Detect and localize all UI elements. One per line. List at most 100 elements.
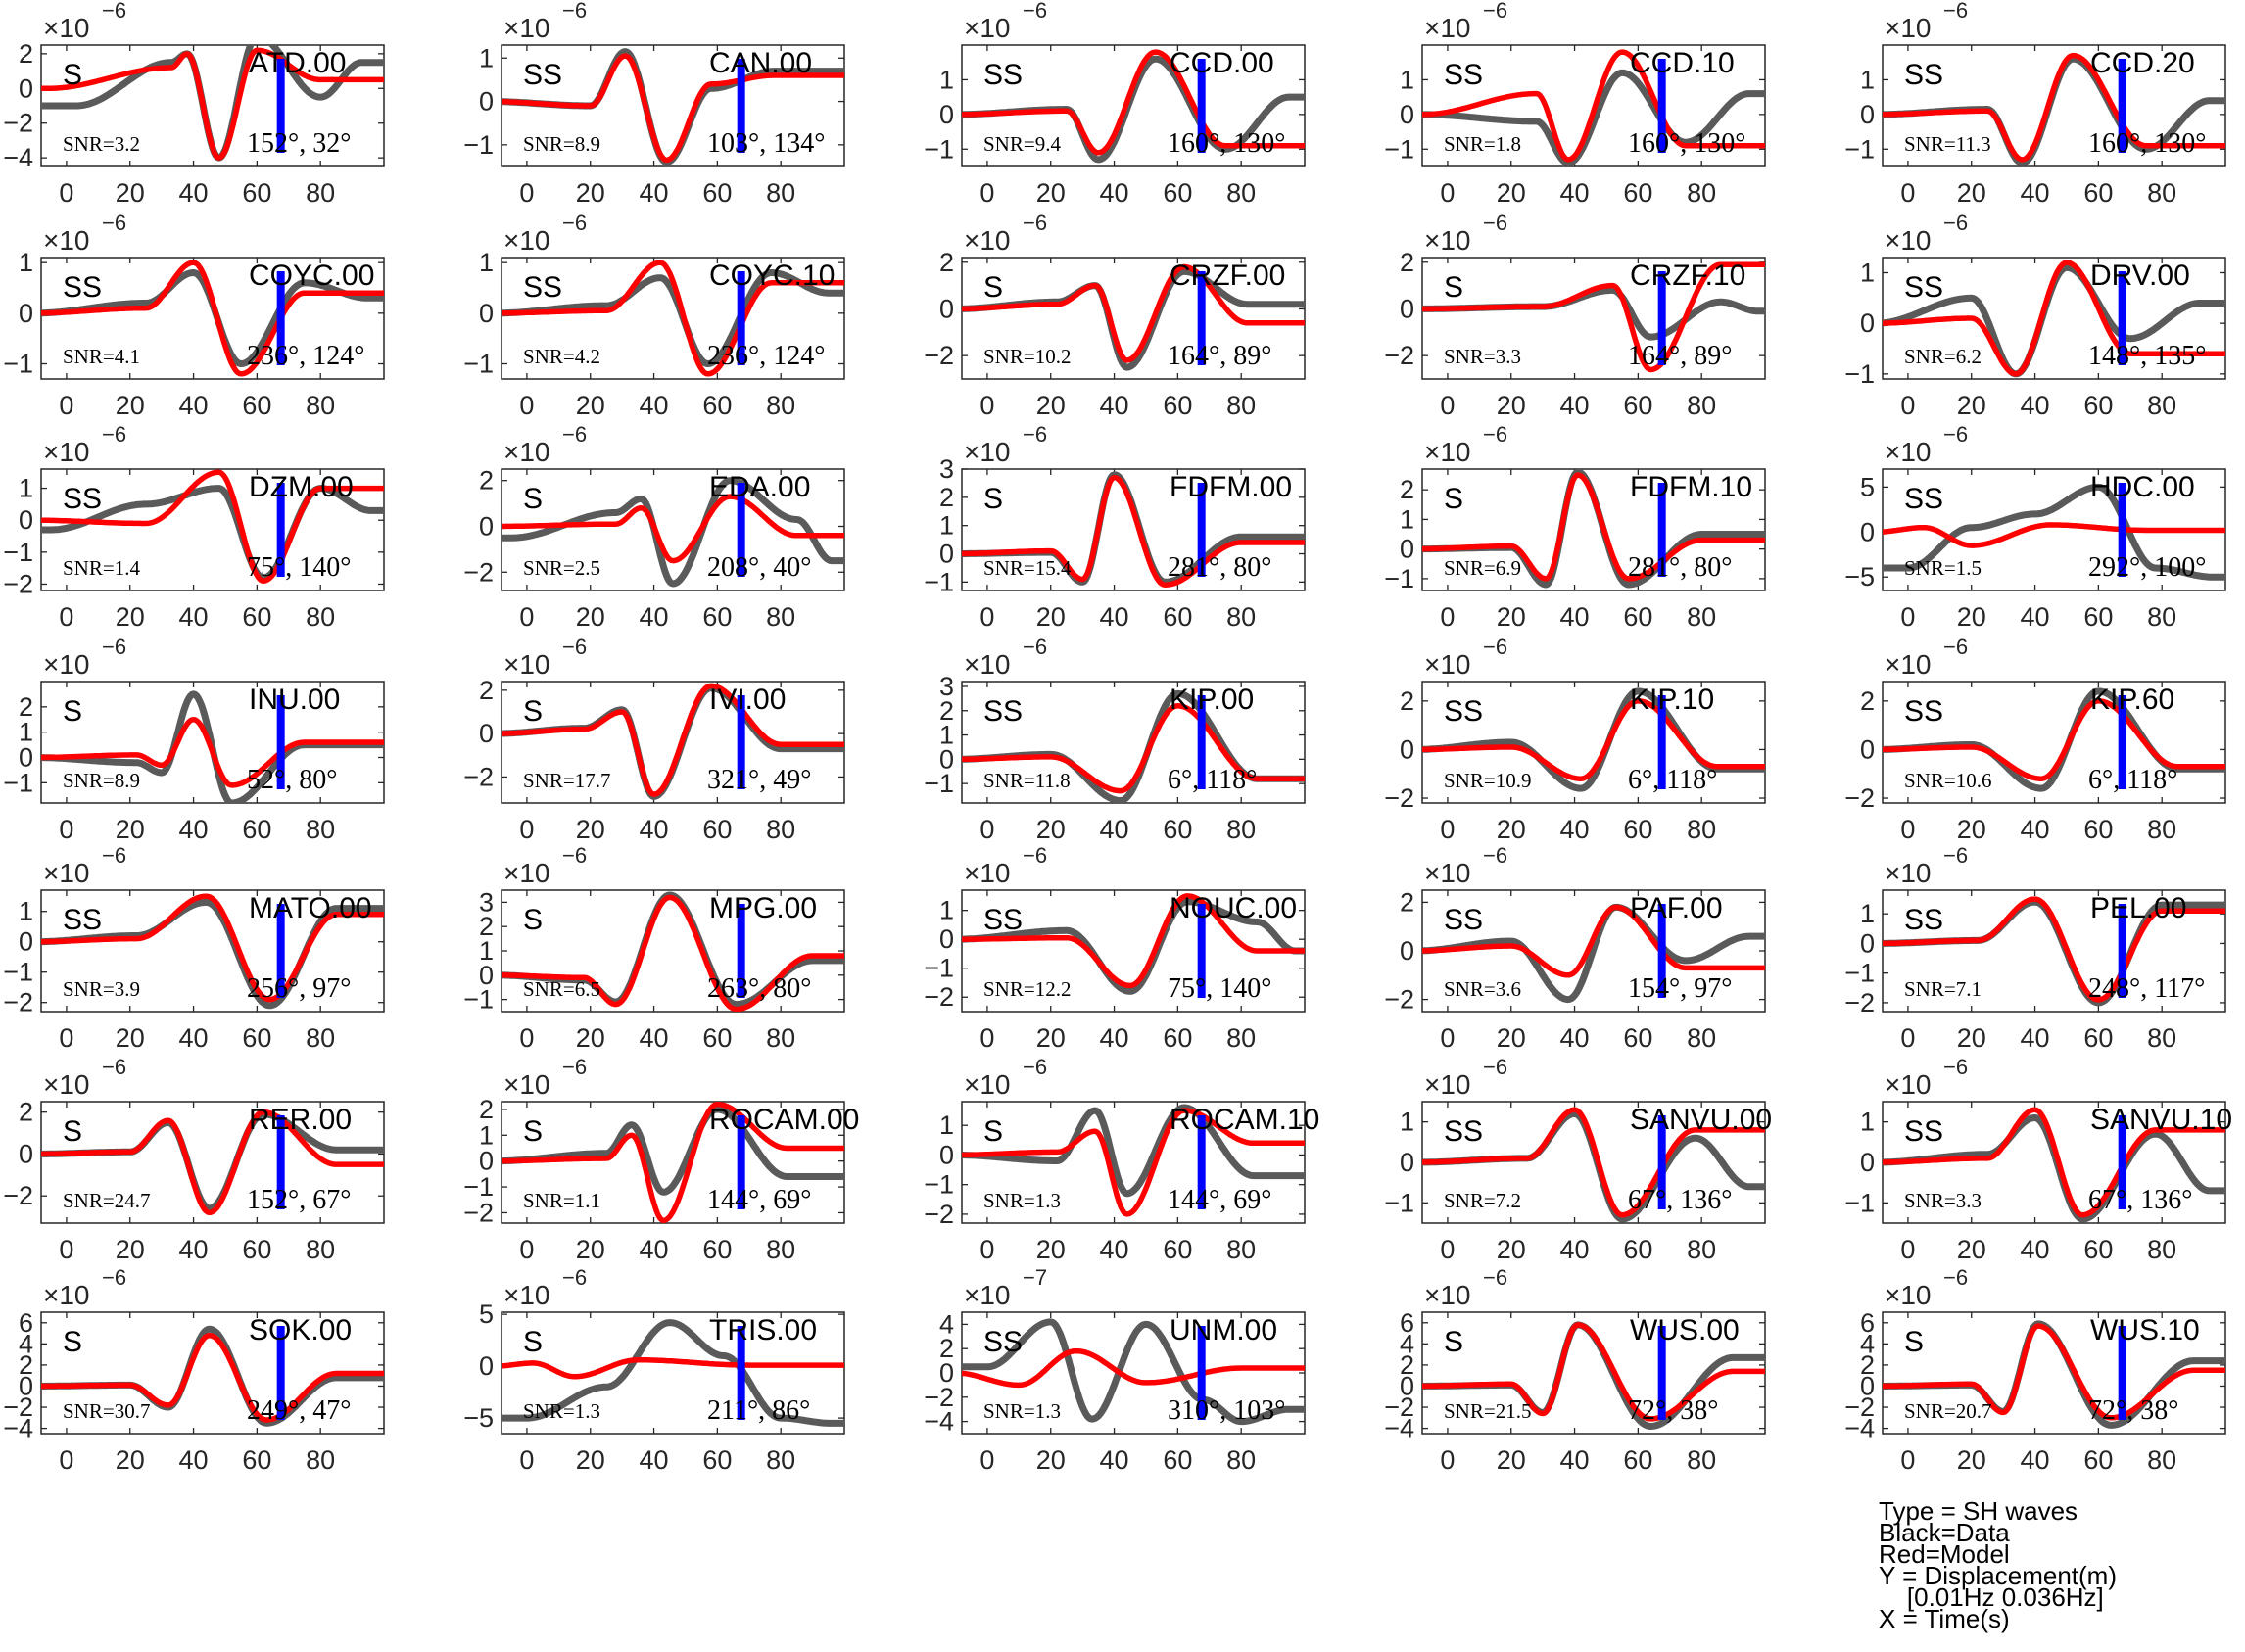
exponent-label: ×10 <box>43 1069 90 1100</box>
x-tick-label: 40 <box>1560 391 1590 420</box>
y-tick-label: −2 <box>1384 783 1414 813</box>
exponent-label: ×10 <box>503 1069 550 1100</box>
x-tick-label: 80 <box>1687 1445 1716 1475</box>
x-tick-label: 80 <box>2147 1023 2176 1053</box>
snr-label: SNR=24.7 <box>63 1189 150 1212</box>
phase-label: SS <box>983 1326 1023 1358</box>
x-tick-label: 80 <box>306 602 335 632</box>
waveform-traces <box>1422 1107 1765 1223</box>
y-tick-label: 0 <box>1400 294 1414 323</box>
x-tick-label: 80 <box>766 391 795 420</box>
exponent-power: −6 <box>102 1265 126 1290</box>
y-tick-label: −2 <box>924 1383 954 1412</box>
phase-label: SS <box>1444 1115 1483 1148</box>
angles-label: 67°, 136° <box>2088 1185 2192 1215</box>
y-tick-label: 0 <box>19 927 33 957</box>
exponent-power: −6 <box>1483 843 1507 868</box>
y-tick-label: −4 <box>3 143 33 172</box>
phase-label: S <box>1444 1326 1463 1358</box>
angles-label: 160°, 130° <box>1628 128 1745 159</box>
y-tick-label: −1 <box>924 567 954 596</box>
waveform-traces <box>1883 260 2225 378</box>
x-tick-label: 60 <box>1623 1023 1652 1053</box>
exponent-power: −6 <box>1943 1055 1968 1079</box>
snr-label: SNR=1.3 <box>523 1399 600 1423</box>
y-tick-label: 4 <box>939 1309 954 1339</box>
station-label: KIP.10 <box>1630 684 1714 716</box>
exponent-power: −6 <box>562 635 587 659</box>
model-trace <box>41 47 384 161</box>
model-trace <box>962 474 1305 588</box>
station-label: KIP.00 <box>1170 684 1254 716</box>
waveform-traces <box>41 1109 384 1216</box>
exponent-label: ×10 <box>964 1069 1011 1100</box>
x-tick-label: 40 <box>2021 1235 2050 1264</box>
axes-box <box>501 1101 845 1224</box>
snr-label: SNR=3.6 <box>1444 977 1521 1001</box>
waveform-panel-sanvu-00: 1 0 −1 0 20 40 60 80 ×10 −6 SS SANVU.00 SNR=7.2 67°, … <box>1384 1055 1772 1264</box>
exponent-label: ×10 <box>503 13 550 43</box>
angles-label: 310°, 103° <box>1168 1395 1285 1426</box>
x-tick-label: 80 <box>2147 1235 2176 1264</box>
station-label: MPG.00 <box>709 892 817 924</box>
axes-box <box>501 889 845 1013</box>
y-tick-label: 4 <box>1860 1329 1875 1358</box>
model-trace <box>962 703 1305 794</box>
snr-label: SNR=3.3 <box>1444 345 1521 368</box>
exponent-label: ×10 <box>503 437 550 467</box>
x-tick-label: 0 <box>1900 1445 1915 1475</box>
station-label: IVI.00 <box>709 684 786 716</box>
y-tick-label: 0 <box>479 961 494 990</box>
x-tick-label: 20 <box>116 1023 145 1053</box>
y-tick-label: 0 <box>939 100 954 129</box>
snr-label: SNR=30.7 <box>63 1399 150 1423</box>
phase-label: SS <box>523 271 562 304</box>
data-trace <box>962 1318 1305 1426</box>
phase-label: S <box>523 1326 543 1358</box>
station-label: PEL.00 <box>2090 892 2186 924</box>
y-tick-label: −2 <box>924 341 954 370</box>
exponent-power: −6 <box>102 843 126 868</box>
exponent-label: ×10 <box>43 1280 90 1310</box>
data-trace <box>502 1106 844 1196</box>
model-trace <box>1422 904 1765 978</box>
x-tick-label: 20 <box>576 178 605 208</box>
exponent-power: −6 <box>1483 1055 1507 1079</box>
model-trace <box>1422 1107 1765 1218</box>
y-tick-label: 2 <box>939 1334 954 1363</box>
x-tick-label: 80 <box>1226 1235 1256 1264</box>
y-tick-label: −1 <box>463 985 494 1015</box>
x-tick-label: 40 <box>2021 391 2050 420</box>
legend-line-type: Type = SH waves <box>1879 1496 2078 1526</box>
x-tick-label: 40 <box>1560 602 1590 632</box>
y-tick-label: 5 <box>479 1299 494 1329</box>
model-trace <box>1883 52 2225 163</box>
phase-label: SS <box>983 695 1023 728</box>
x-tick-label: 0 <box>59 178 73 208</box>
exponent-label: ×10 <box>43 13 90 43</box>
waveform-panel-coyc-10: 1 0 −1 0 20 40 60 80 ×10 −6 SS COYC.10 SNR=4.2 236°, … <box>463 211 845 420</box>
y-tick-label: 2 <box>1400 887 1414 917</box>
y-tick-label: 0 <box>1860 100 1875 129</box>
y-tick-label: −1 <box>924 1170 954 1200</box>
y-tick-label: −2 <box>924 1200 954 1229</box>
x-tick-label: 40 <box>640 602 669 632</box>
y-tick-label: 2 <box>939 248 954 277</box>
x-tick-label: 20 <box>1957 602 1986 632</box>
waveform-traces <box>41 469 384 584</box>
waveform-panel-drv-00: 1 0 −1 0 20 40 60 80 ×10 −6 SS DRV.00 SNR=6.2 148°, 1… <box>1844 211 2226 420</box>
data-trace <box>502 1319 844 1427</box>
model-trace <box>962 1108 1305 1217</box>
x-tick-label: 0 <box>519 391 534 420</box>
data-trace <box>1883 483 2225 581</box>
model-trace <box>962 49 1305 156</box>
exponent-label: ×10 <box>1885 1280 1932 1310</box>
x-tick-label: 0 <box>1440 178 1455 208</box>
